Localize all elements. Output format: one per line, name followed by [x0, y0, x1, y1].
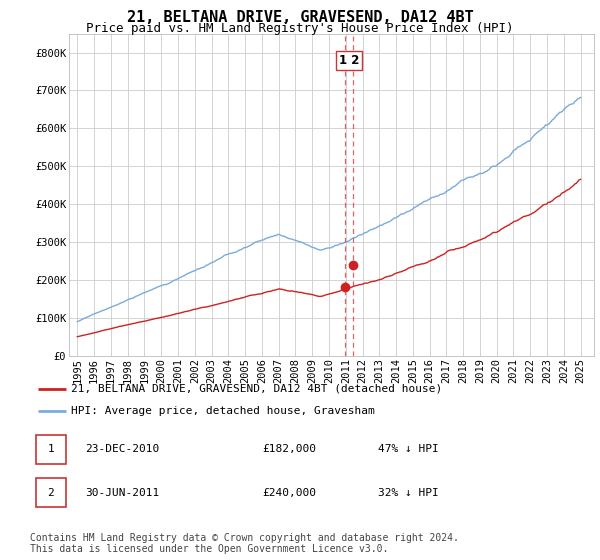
Text: 21, BELTANA DRIVE, GRAVESEND, DA12 4BT (detached house): 21, BELTANA DRIVE, GRAVESEND, DA12 4BT (… [71, 384, 443, 394]
Text: 1 2: 1 2 [339, 54, 359, 67]
Text: £182,000: £182,000 [262, 445, 316, 454]
Text: 32% ↓ HPI: 32% ↓ HPI [378, 488, 439, 497]
Text: Contains HM Land Registry data © Crown copyright and database right 2024.
This d: Contains HM Land Registry data © Crown c… [30, 533, 459, 554]
FancyBboxPatch shape [35, 435, 66, 464]
Text: HPI: Average price, detached house, Gravesham: HPI: Average price, detached house, Grav… [71, 406, 375, 416]
Text: £240,000: £240,000 [262, 488, 316, 497]
Text: 47% ↓ HPI: 47% ↓ HPI [378, 445, 439, 454]
Text: 1: 1 [47, 445, 54, 454]
Text: Price paid vs. HM Land Registry's House Price Index (HPI): Price paid vs. HM Land Registry's House … [86, 22, 514, 35]
Text: 30-JUN-2011: 30-JUN-2011 [85, 488, 160, 497]
Text: 23-DEC-2010: 23-DEC-2010 [85, 445, 160, 454]
Text: 21, BELTANA DRIVE, GRAVESEND, DA12 4BT: 21, BELTANA DRIVE, GRAVESEND, DA12 4BT [127, 10, 473, 25]
FancyBboxPatch shape [35, 478, 66, 507]
Text: 2: 2 [47, 488, 54, 497]
